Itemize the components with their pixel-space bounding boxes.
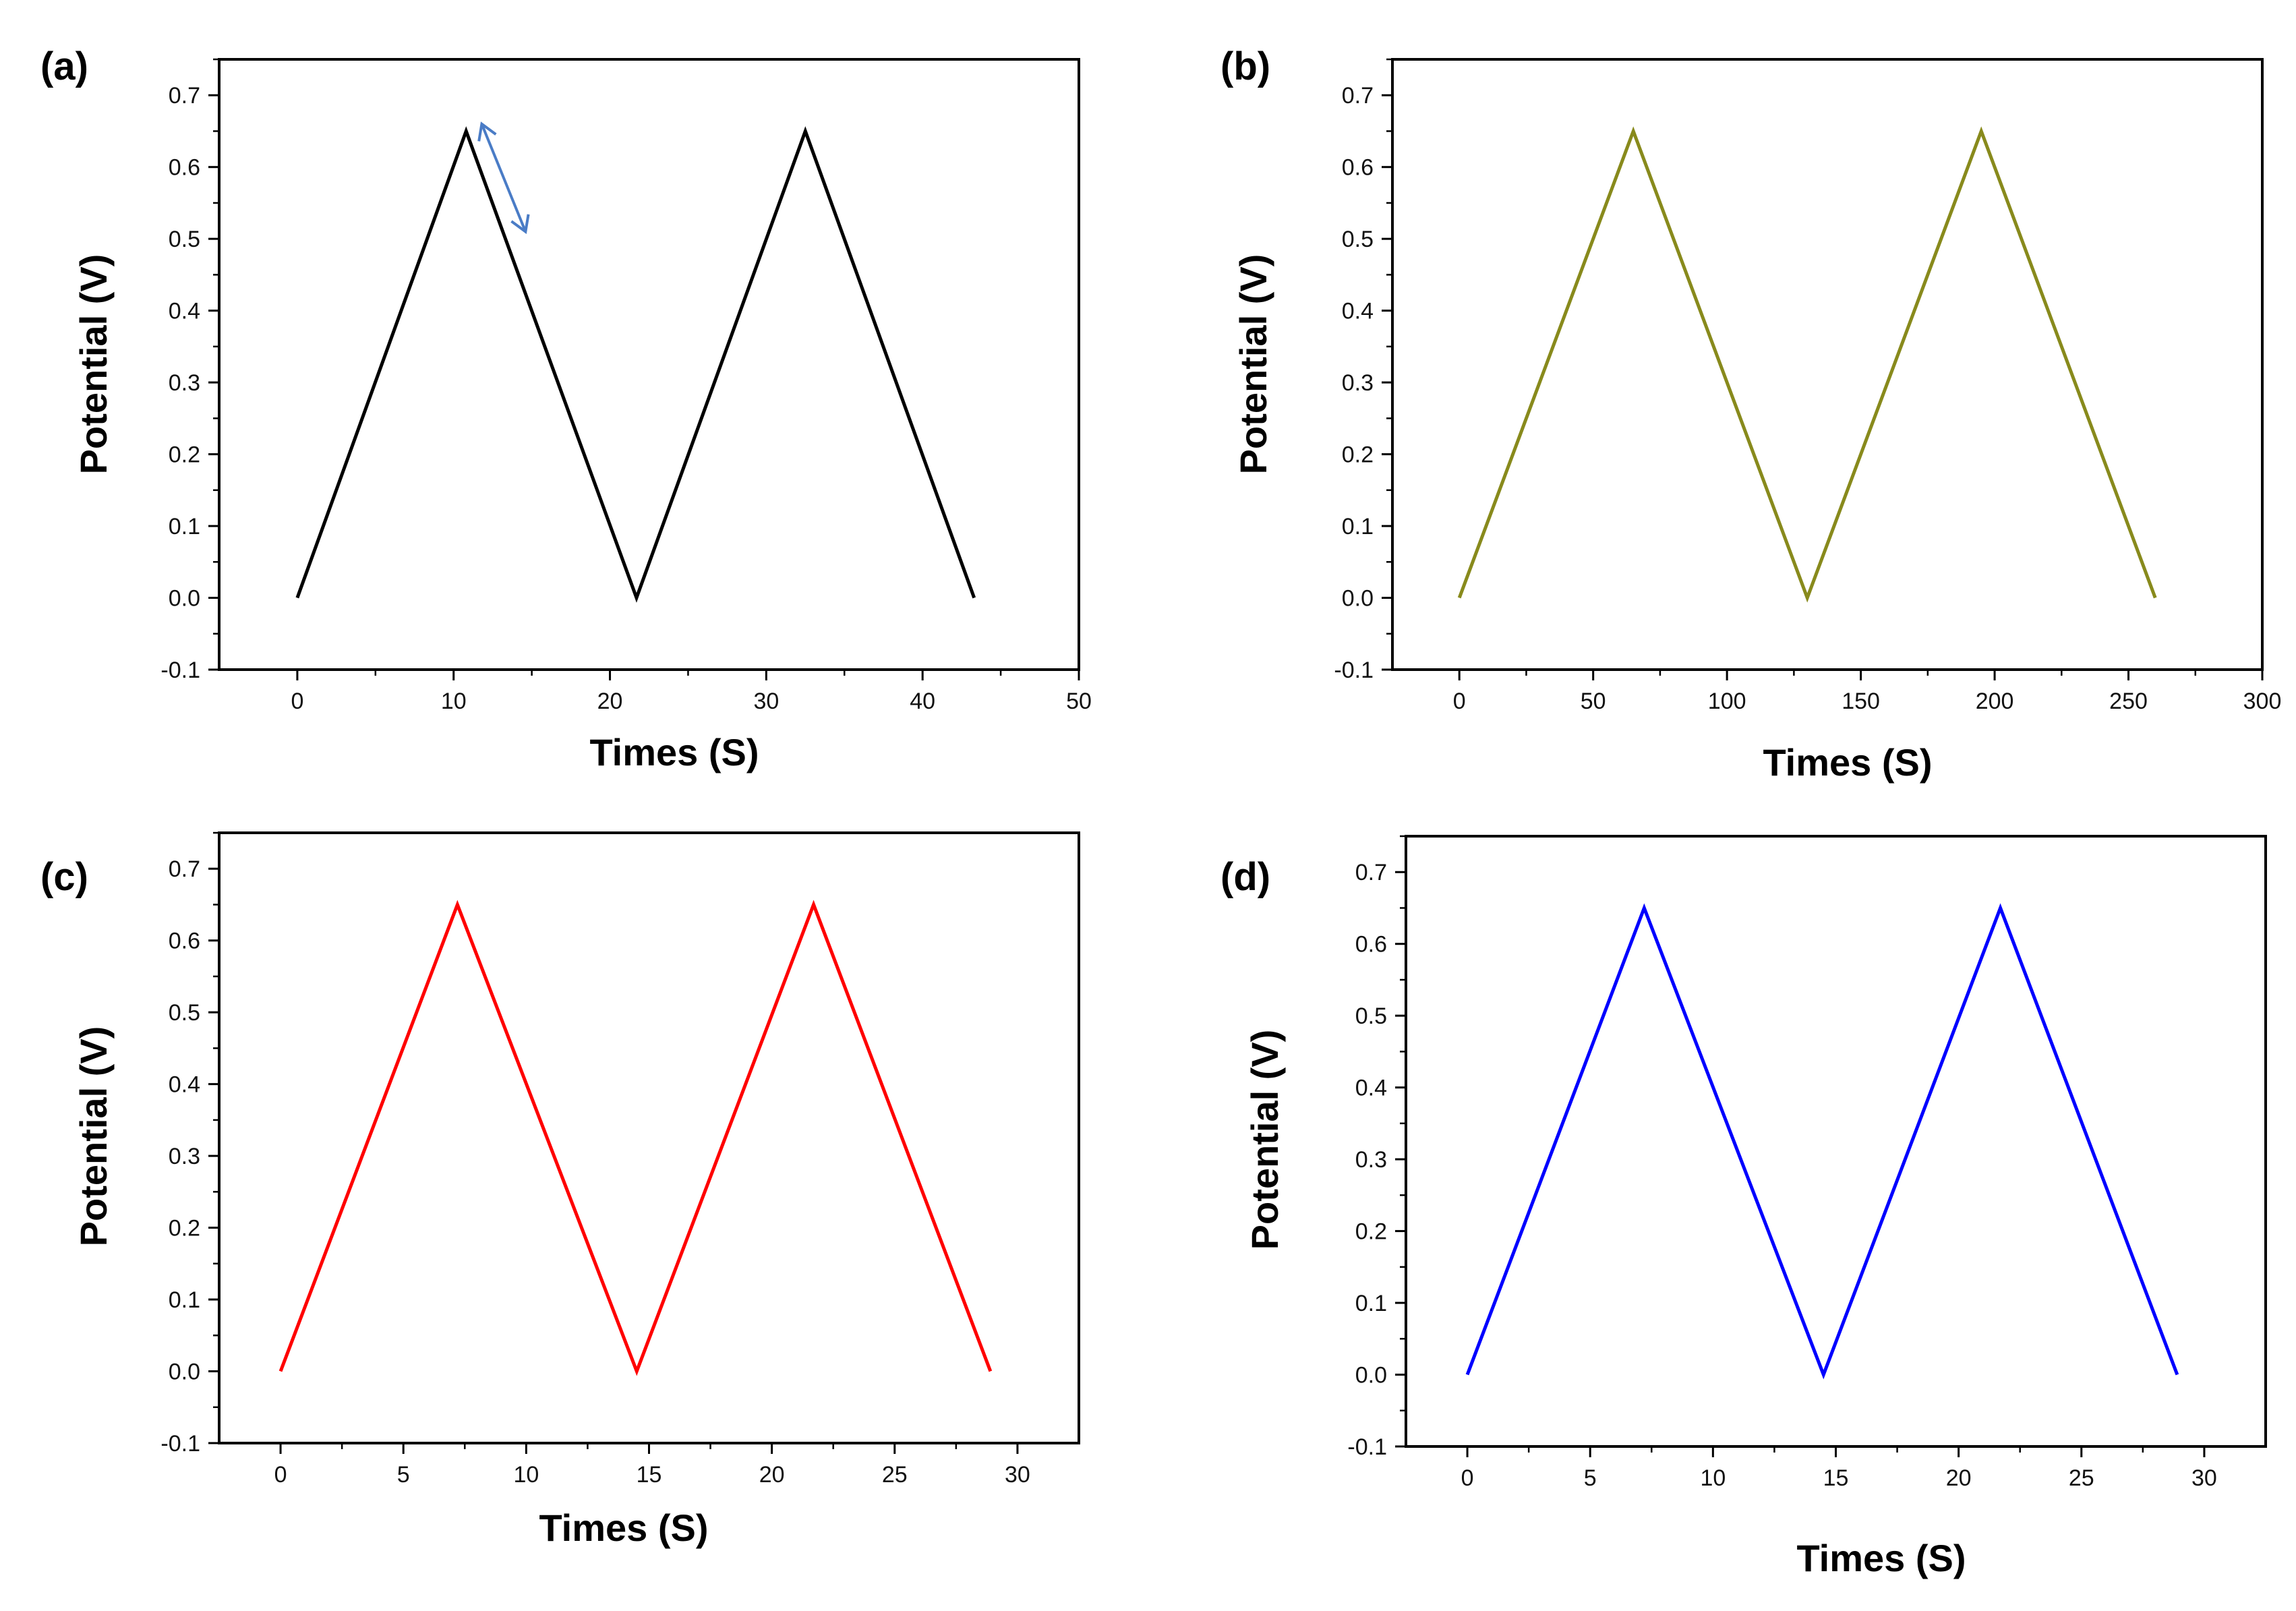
panel-b-x-axis-label: Times (S) xyxy=(1763,741,1932,784)
panel-d-y-tick-label: 0.2 xyxy=(1355,1219,1387,1245)
panel-c-y-tick-label: 0.0 xyxy=(169,1359,200,1385)
panel-b-y-tick-label: 0.1 xyxy=(1342,514,1374,539)
panel-d-y-tick-label: 0.0 xyxy=(1355,1363,1387,1388)
panel-a-x-axis-label: Times (S) xyxy=(589,731,759,773)
panel-a-x-tick-label: 10 xyxy=(441,689,467,714)
panel-d-x-tick-label: 15 xyxy=(1823,1465,1849,1491)
panel-b-x-tick-label: 250 xyxy=(2109,689,2148,714)
panel-d-y-tick-label: 0.3 xyxy=(1355,1147,1387,1173)
panel-a-x-tick-label: 20 xyxy=(597,689,623,714)
panel-d-x-tick-label: 10 xyxy=(1700,1465,1726,1491)
panel-c-y-tick-label: 0.5 xyxy=(169,1000,200,1026)
panel-c-x-tick-label: 15 xyxy=(637,1462,662,1488)
panel-b-label: (b) xyxy=(1220,45,1270,88)
panel-c-y-axis-label: Potential (V) xyxy=(72,1026,115,1247)
panel-b-y-tick-label: 0.6 xyxy=(1342,155,1374,181)
panel-b-y-tick-label: 0.7 xyxy=(1342,83,1374,109)
panel-a-ticks: 0 10 20 30 40 50 -0.1 0.0 0.1 0.2 0.3 0.4 0.5 0.6 0.7 xyxy=(160,58,1092,714)
panel-d-ticks: 0 5 10 15 20 25 30 -0.1 0.0 0.1 0.2 0.3 0.4 0.5 0.6 0.7 xyxy=(1347,835,2217,1491)
panel-b-series-line xyxy=(1457,126,2157,603)
panel-b-x-tick-label: 150 xyxy=(1842,689,1880,714)
panel-d-x-tick-label: 0 xyxy=(1461,1465,1474,1491)
panel-b-y-axis-label: Potential (V) xyxy=(1232,254,1274,475)
panel-c-y-tick-label: 0.3 xyxy=(169,1144,200,1169)
panel-d-y-tick-label: 0.1 xyxy=(1355,1291,1387,1316)
panel-a-frame xyxy=(218,58,1080,671)
panel-d-y-tick-label: 0.4 xyxy=(1355,1076,1387,1101)
panel-a-x-tick-label: 40 xyxy=(910,689,935,714)
panel-d-label: (d) xyxy=(1220,855,1270,899)
panel-a-y-tick-label: 0.0 xyxy=(169,586,200,612)
panel-a-y-tick-label: 0.7 xyxy=(169,83,200,109)
panel-c-x-tick-label: 20 xyxy=(759,1462,785,1488)
panel-c-y-tick-label: 0.4 xyxy=(169,1072,200,1098)
panel-a-x-tick-label: 50 xyxy=(1066,689,1092,714)
panel-b-frame xyxy=(1391,58,2264,671)
panel-a-y-axis-label: Potential (V) xyxy=(72,254,115,475)
panel-c-label: (c) xyxy=(40,855,88,899)
panel-c: (c) 0 5 10 15 20 25 30 -0.1 0.0 0.1 0.2 0.3 0.4 0.5 0.… xyxy=(40,831,1080,1549)
panel-c-x-tick-label: 30 xyxy=(1005,1462,1030,1488)
panel-c-series-line xyxy=(278,900,993,1376)
panel-c-x-axis-label: Times (S) xyxy=(539,1506,708,1549)
panel-c-frame xyxy=(218,831,1080,1444)
panel-a-x-tick-label: 30 xyxy=(753,689,779,714)
annotation-arrow-shaft xyxy=(480,123,527,233)
panel-d-series-line xyxy=(1465,903,2179,1380)
panel-b: (b) 0 50 100 150 200 250 300 -0.1 0.0 0.1 0.2 0.3 0.… xyxy=(1220,45,2281,784)
panel-d: (d) 0 5 10 15 20 25 30 -0.1 0.0 0.1 0.2 0.3 0.4 0.5 0.… xyxy=(1220,835,2267,1579)
panel-a-y-tick-label: 0.6 xyxy=(169,155,200,181)
panel-b-y-tick-label: 0.3 xyxy=(1342,370,1374,396)
panel-b-x-tick-label: 200 xyxy=(1976,689,2014,714)
panel-a-y-tick-label: 0.4 xyxy=(169,299,200,324)
panel-d-frame xyxy=(1405,835,2267,1448)
panel-b-y-tick-label: 0.4 xyxy=(1342,299,1374,324)
panel-d-x-tick-label: 20 xyxy=(1946,1465,1972,1491)
panel-d-x-tick-label: 5 xyxy=(1584,1465,1597,1491)
panel-c-x-tick-label: 0 xyxy=(274,1462,287,1488)
panel-a: (a) 0 10 20 30 40 50 -0.1 0.0 0.1 0.2 0.3 0.4 0.5 0.6… xyxy=(40,45,1092,773)
panel-b-y-tick-label: 0.5 xyxy=(1342,227,1374,252)
panel-a-x-tick-label: 0 xyxy=(291,689,303,714)
panel-b-ticks: 0 50 100 150 200 250 300 -0.1 0.0 0.1 0.2 0.3 0.4 0.5… xyxy=(1334,58,2282,714)
panel-a-y-tick-label: 0.5 xyxy=(169,227,200,252)
panel-a-y-tick-label: 0.1 xyxy=(169,514,200,539)
panel-b-x-tick-label: 0 xyxy=(1453,689,1466,714)
panel-a-y-tick-label: 0.2 xyxy=(169,442,200,468)
panel-c-y-tick-label: 0.2 xyxy=(169,1216,200,1241)
panel-b-x-tick-label: 50 xyxy=(1581,689,1606,714)
panel-d-y-tick-label: 0.5 xyxy=(1355,1003,1387,1029)
panel-c-x-tick-label: 10 xyxy=(513,1462,539,1488)
panel-b-x-tick-label: 100 xyxy=(1708,689,1746,714)
panel-c-ticks: 0 5 10 15 20 25 30 -0.1 0.0 0.1 0.2 0.3 0.4 0.5 0.6 0.7 xyxy=(160,831,1030,1488)
panel-a-label: (a) xyxy=(40,45,88,88)
panel-a-series-line xyxy=(295,126,976,603)
panel-d-y-tick-label: 0.7 xyxy=(1355,860,1387,885)
panel-d-x-axis-label: Times (S) xyxy=(1796,1537,1966,1579)
panel-c-y-tick-label: 0.7 xyxy=(169,856,200,882)
panel-b-y-tick-label: -0.1 xyxy=(1334,657,1374,683)
panel-b-y-tick-label: 0.2 xyxy=(1342,442,1374,468)
annotation-arrow-head-end xyxy=(510,214,530,235)
panel-d-y-axis-label: Potential (V) xyxy=(1243,1030,1286,1250)
panel-c-x-tick-label: 25 xyxy=(882,1462,908,1488)
panel-c-y-tick-label: 0.1 xyxy=(169,1287,200,1313)
panel-d-x-tick-label: 30 xyxy=(2191,1465,2217,1491)
panel-c-y-tick-label: -0.1 xyxy=(160,1431,200,1457)
panel-d-x-tick-label: 25 xyxy=(2069,1465,2094,1491)
panel-b-x-tick-label: 300 xyxy=(2243,689,2282,714)
panel-c-y-tick-label: 0.6 xyxy=(169,929,200,954)
panel-a-y-tick-label: 0.3 xyxy=(169,370,200,396)
panel-a-y-tick-label: -0.1 xyxy=(160,657,200,683)
panel-a-annotation xyxy=(477,121,530,235)
panel-d-y-tick-label: 0.6 xyxy=(1355,932,1387,958)
annotation-arrow-head-start xyxy=(477,121,497,142)
panel-c-x-tick-label: 5 xyxy=(397,1462,410,1488)
panel-d-y-tick-label: -0.1 xyxy=(1347,1434,1387,1460)
panel-b-y-tick-label: 0.0 xyxy=(1342,586,1374,612)
